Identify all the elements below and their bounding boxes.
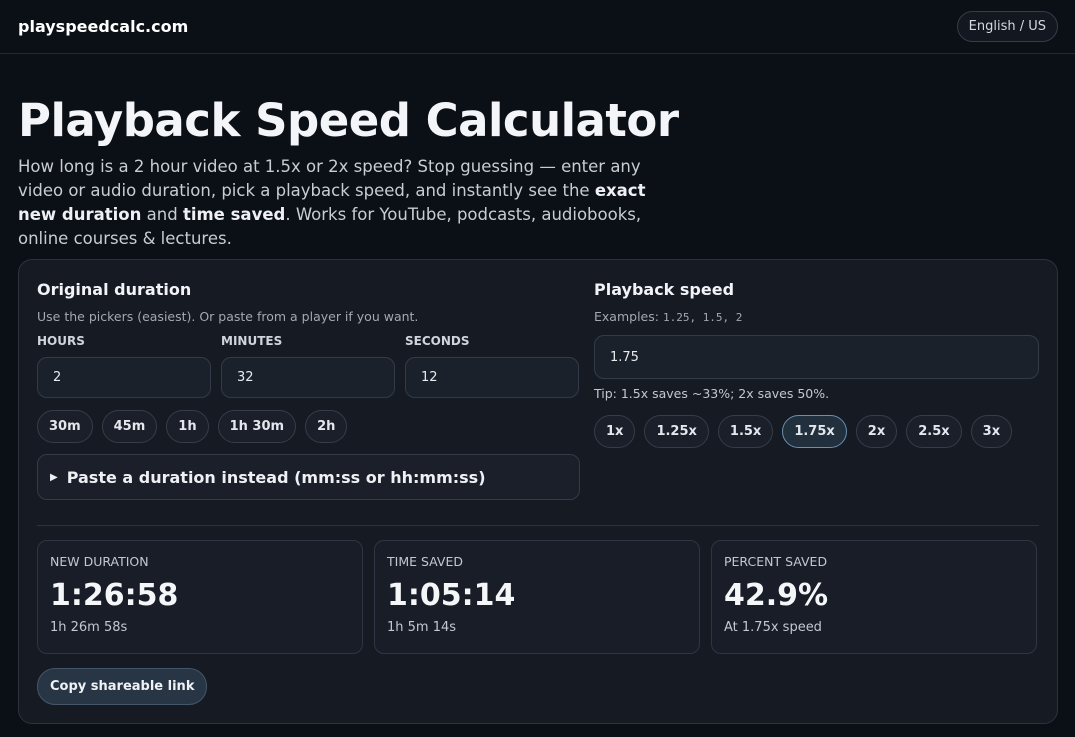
site-name[interactable]: playspeedcalc.com <box>18 17 189 36</box>
field-label: SECONDS <box>405 334 470 348</box>
results: NEW DURATION 1:26:58 1h 26m 58s TIME SAVED 1… <box>37 540 1037 654</box>
preset-button[interactable]: 30m <box>37 410 93 443</box>
top-bar: playspeedcalc.com English / US <box>0 0 1075 54</box>
divider <box>37 525 1039 526</box>
speed-section: Playback speed Examples: 1.25, 1.5, 2 1.… <box>594 280 1039 448</box>
speed-input[interactable]: 1.75 <box>594 335 1039 379</box>
copy-link-button[interactable]: Copy shareable link <box>37 668 208 705</box>
preset-button[interactable]: 1h 30m <box>217 410 297 443</box>
speed-button[interactable]: 1.5x <box>717 415 774 448</box>
speed-button[interactable]: 1x <box>594 415 636 448</box>
section-heading: Original duration <box>37 280 192 299</box>
result-value: 42.9% <box>724 578 829 613</box>
preset-button[interactable]: 2h <box>305 410 348 443</box>
tip: Tip: 1.5x saves ~33%; 2x saves 50%. <box>594 386 830 401</box>
result-card: NEW DURATION 1:26:58 1h 26m 58s <box>37 540 363 654</box>
desc-text: How long is a 2 hour video at 1.5x or 2x… <box>18 157 641 200</box>
result-label: PERCENT SAVED <box>724 554 828 569</box>
language-selector[interactable]: English / US <box>956 11 1058 42</box>
duration-field: MINUTES 32 <box>221 334 395 398</box>
speed-options: 1x 1.25x 1.5x 1.75x 2x 2.5x 3x <box>594 415 1039 448</box>
duration-field: HOURS 2 <box>37 334 211 398</box>
result-detail: At 1.75x speed <box>724 620 822 635</box>
field-label: MINUTES <box>221 334 283 348</box>
duration-fields: HOURS 2 MINUTES 32 SECONDS 12 <box>37 334 580 398</box>
speed-button[interactable]: 1.75x <box>782 415 847 448</box>
field-label: HOURS <box>37 334 85 348</box>
duration-field: SECONDS 12 <box>405 334 579 398</box>
field-input[interactable]: 32 <box>221 357 395 398</box>
hint: Examples: 1.25, 1.5, 2 <box>594 309 1039 324</box>
preset-button[interactable]: 45m <box>101 410 158 443</box>
result-label: NEW DURATION <box>50 554 149 569</box>
result-card: TIME SAVED 1:05:14 1h 5m 14s <box>374 540 700 654</box>
result-label: TIME SAVED <box>387 554 463 569</box>
desc-bold: exact new duration <box>18 181 646 224</box>
examples-label: Examples: <box>594 309 659 324</box>
hint: Use the pickers (easiest). Or paste from… <box>37 309 419 324</box>
section-heading: Playback speed <box>594 280 735 299</box>
result-detail: 1h 26m 58s <box>50 620 128 635</box>
speed-button[interactable]: 2.5x <box>906 415 962 448</box>
page-title: Playback Speed Calculator <box>18 94 679 147</box>
speed-button[interactable]: 3x <box>970 415 1013 448</box>
description: How long is a 2 hour video at 1.5x or 2x… <box>18 155 683 251</box>
duration-presets: 30m 45m 1h 1h 30m 2h <box>37 410 580 443</box>
result-value: 1:26:58 <box>50 578 179 613</box>
calculator-card: Original duration Use the pickers (easie… <box>18 259 1058 724</box>
paste-toggle[interactable]: Paste a duration instead (mm:ss or hh:mm… <box>37 454 580 500</box>
field-input[interactable]: 2 <box>37 357 211 398</box>
desc-text: . Works for YouTube, podcasts, audiobook… <box>18 205 642 248</box>
speed-button[interactable]: 1.25x <box>644 415 709 448</box>
result-detail: 1h 5m 14s <box>387 620 457 635</box>
examples: 1.25, 1.5, 2 <box>662 311 743 324</box>
desc-text: and <box>141 205 183 224</box>
duration-section: Original duration Use the pickers (easie… <box>37 280 580 500</box>
desc-bold: time saved <box>182 205 286 224</box>
result-value: 1:05:14 <box>387 578 516 613</box>
field-input[interactable]: 12 <box>405 357 579 398</box>
preset-button[interactable]: 1h <box>166 410 209 443</box>
speed-button[interactable]: 2x <box>855 415 898 448</box>
result-card: PERCENT SAVED 42.9% At 1.75x speed <box>711 540 1037 654</box>
